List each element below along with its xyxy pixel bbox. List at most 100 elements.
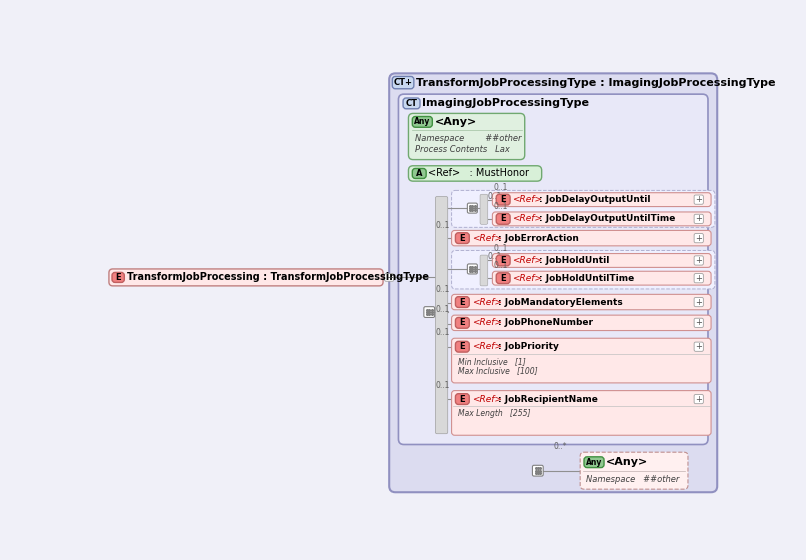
FancyBboxPatch shape: [403, 98, 420, 109]
FancyBboxPatch shape: [398, 94, 708, 445]
FancyBboxPatch shape: [389, 73, 717, 492]
Text: <Ref>: <Ref>: [472, 318, 501, 328]
Text: 0..1: 0..1: [436, 284, 450, 293]
Text: <Ref>   : MustHonor: <Ref> : MustHonor: [429, 169, 530, 179]
FancyBboxPatch shape: [393, 76, 413, 88]
FancyBboxPatch shape: [694, 394, 704, 404]
Text: : JobDelayOutputUntil: : JobDelayOutputUntil: [538, 195, 650, 204]
Text: +: +: [696, 297, 702, 306]
Text: 0..1: 0..1: [494, 262, 509, 270]
Text: <Ref>: <Ref>: [472, 297, 501, 306]
FancyBboxPatch shape: [109, 269, 383, 286]
Text: Process Contents   Lax: Process Contents Lax: [414, 145, 509, 154]
Text: Namespace   ##other: Namespace ##other: [586, 475, 679, 484]
Text: +: +: [696, 395, 702, 404]
FancyBboxPatch shape: [409, 113, 525, 160]
Text: E: E: [501, 195, 506, 204]
Text: : JobHoldUntilTime: : JobHoldUntilTime: [538, 274, 634, 283]
FancyBboxPatch shape: [451, 391, 711, 435]
FancyBboxPatch shape: [435, 197, 447, 433]
Text: Max Length   [255]: Max Length [255]: [458, 409, 530, 418]
Text: E: E: [459, 234, 465, 242]
FancyBboxPatch shape: [480, 255, 488, 286]
FancyBboxPatch shape: [492, 271, 711, 285]
FancyBboxPatch shape: [694, 342, 704, 351]
Text: TransformJobProcessingType : ImagingJobProcessingType: TransformJobProcessingType : ImagingJobP…: [416, 78, 775, 87]
Text: E: E: [115, 273, 121, 282]
FancyBboxPatch shape: [533, 465, 543, 476]
Text: <Ref>: <Ref>: [472, 234, 501, 242]
Text: +: +: [696, 234, 702, 242]
Text: <Ref>: <Ref>: [513, 274, 542, 283]
FancyBboxPatch shape: [467, 203, 477, 213]
FancyBboxPatch shape: [694, 256, 704, 265]
FancyBboxPatch shape: [112, 272, 124, 282]
Text: E: E: [501, 214, 506, 223]
FancyBboxPatch shape: [413, 169, 426, 179]
Text: 0..1: 0..1: [436, 381, 450, 390]
Text: E: E: [501, 256, 506, 265]
Text: Max Inclusive   [100]: Max Inclusive [100]: [458, 366, 538, 375]
Text: : JobHoldUntil: : JobHoldUntil: [538, 256, 609, 265]
Text: +: +: [696, 342, 702, 351]
Text: 0..1: 0..1: [436, 329, 450, 338]
Text: <Any>: <Any>: [434, 117, 477, 127]
FancyBboxPatch shape: [492, 254, 711, 267]
Text: <Ref>: <Ref>: [513, 256, 542, 265]
Text: 0..1: 0..1: [494, 183, 509, 192]
Text: : JobErrorAction: : JobErrorAction: [498, 234, 579, 242]
FancyBboxPatch shape: [580, 452, 688, 489]
Text: E: E: [501, 274, 506, 283]
FancyBboxPatch shape: [384, 273, 394, 281]
Text: A: A: [416, 169, 422, 178]
FancyBboxPatch shape: [496, 273, 510, 283]
Text: 0..1: 0..1: [494, 244, 509, 253]
FancyBboxPatch shape: [455, 297, 469, 307]
FancyBboxPatch shape: [455, 394, 469, 404]
Text: E: E: [459, 395, 465, 404]
FancyBboxPatch shape: [584, 457, 604, 468]
FancyBboxPatch shape: [413, 116, 432, 127]
FancyBboxPatch shape: [455, 318, 469, 328]
Text: +: +: [696, 274, 702, 283]
Text: <Ref>: <Ref>: [472, 395, 501, 404]
Text: E: E: [459, 342, 465, 351]
Text: : JobPriority: : JobPriority: [498, 342, 559, 351]
FancyBboxPatch shape: [492, 193, 711, 207]
FancyBboxPatch shape: [451, 315, 711, 330]
Text: <Ref>: <Ref>: [472, 342, 501, 351]
FancyBboxPatch shape: [496, 255, 510, 266]
FancyBboxPatch shape: [451, 338, 711, 383]
Text: <Ref>: <Ref>: [513, 214, 542, 223]
Text: : JobDelayOutputUntilTime: : JobDelayOutputUntilTime: [538, 214, 675, 223]
FancyBboxPatch shape: [451, 295, 711, 310]
Text: 0..1: 0..1: [494, 202, 509, 211]
Text: +: +: [696, 318, 702, 328]
Text: +: +: [696, 195, 702, 204]
Text: 0..1: 0..1: [488, 252, 502, 261]
Text: ImagingJobProcessingType: ImagingJobProcessingType: [422, 99, 588, 109]
FancyBboxPatch shape: [694, 318, 704, 328]
Text: 0..1: 0..1: [488, 192, 502, 201]
Text: : JobRecipientName: : JobRecipientName: [498, 395, 598, 404]
FancyBboxPatch shape: [694, 214, 704, 223]
Text: Any: Any: [586, 458, 602, 466]
FancyBboxPatch shape: [451, 230, 711, 246]
FancyBboxPatch shape: [424, 307, 434, 318]
Text: +: +: [696, 214, 702, 223]
Text: TransformJobProcessing : TransformJobProcessingType: TransformJobProcessing : TransformJobPro…: [127, 272, 430, 282]
FancyBboxPatch shape: [480, 194, 488, 224]
Text: CT: CT: [405, 99, 418, 108]
FancyBboxPatch shape: [694, 195, 704, 204]
FancyBboxPatch shape: [455, 233, 469, 244]
FancyBboxPatch shape: [409, 166, 542, 181]
Text: <Ref>: <Ref>: [513, 195, 542, 204]
FancyBboxPatch shape: [492, 212, 711, 226]
Text: <Any>: <Any>: [606, 457, 649, 467]
Text: Namespace        ##other: Namespace ##other: [414, 134, 521, 143]
Text: : JobPhoneNumber: : JobPhoneNumber: [498, 318, 592, 328]
FancyBboxPatch shape: [694, 234, 704, 242]
Text: Min Inclusive   [1]: Min Inclusive [1]: [458, 357, 526, 366]
Text: : JobMandatoryElements: : JobMandatoryElements: [498, 297, 622, 306]
FancyBboxPatch shape: [467, 264, 477, 274]
